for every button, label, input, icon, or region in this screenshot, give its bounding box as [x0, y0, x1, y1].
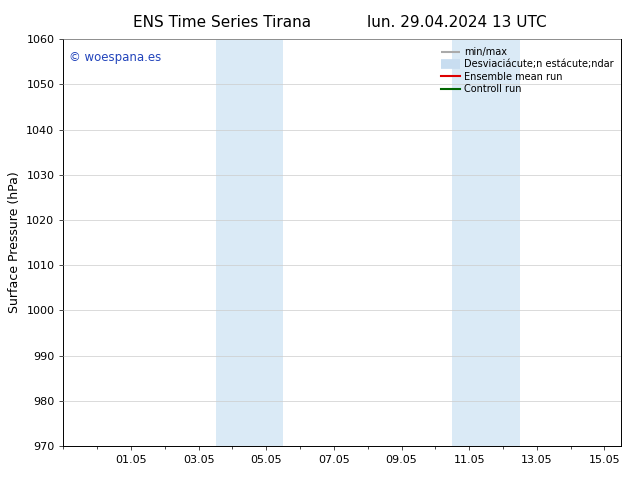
Text: lun. 29.04.2024 13 UTC: lun. 29.04.2024 13 UTC [366, 15, 547, 30]
Bar [249, 39, 283, 446]
Bar [486, 39, 520, 446]
Bar [452, 39, 486, 446]
Y-axis label: Surface Pressure (hPa): Surface Pressure (hPa) [8, 172, 21, 314]
Legend: min/max, Desviaciácute;n estácute;ndar, Ensemble mean run, Controll run: min/max, Desviaciácute;n estácute;ndar, … [437, 44, 616, 97]
Text: ENS Time Series Tirana: ENS Time Series Tirana [133, 15, 311, 30]
Bar [216, 39, 249, 446]
Text: © woespana.es: © woespana.es [69, 51, 161, 64]
